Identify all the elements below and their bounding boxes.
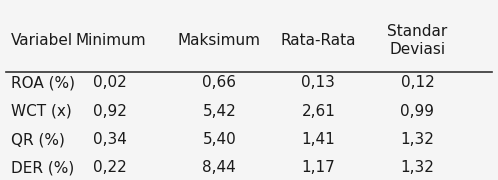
Text: Standar
Deviasi: Standar Deviasi bbox=[387, 24, 448, 57]
Text: 0,34: 0,34 bbox=[94, 132, 127, 147]
Text: 0,66: 0,66 bbox=[202, 75, 236, 90]
Text: Minimum: Minimum bbox=[75, 33, 145, 48]
Text: Rata-Rata: Rata-Rata bbox=[280, 33, 356, 48]
Text: 1,17: 1,17 bbox=[301, 161, 335, 176]
Text: 0,13: 0,13 bbox=[301, 75, 335, 90]
Text: QR (%): QR (%) bbox=[11, 132, 65, 147]
Text: 0,02: 0,02 bbox=[94, 75, 127, 90]
Text: Maksimum: Maksimum bbox=[178, 33, 261, 48]
Text: DER (%): DER (%) bbox=[11, 161, 75, 176]
Text: 2,61: 2,61 bbox=[301, 104, 335, 119]
Text: 5,42: 5,42 bbox=[202, 104, 236, 119]
Text: 0,92: 0,92 bbox=[94, 104, 127, 119]
Text: 5,40: 5,40 bbox=[202, 132, 236, 147]
Text: ROA (%): ROA (%) bbox=[11, 75, 75, 90]
Text: 0,22: 0,22 bbox=[94, 161, 127, 176]
Text: 1,41: 1,41 bbox=[301, 132, 335, 147]
Text: 8,44: 8,44 bbox=[202, 161, 236, 176]
Text: 0,12: 0,12 bbox=[400, 75, 434, 90]
Text: Variabel: Variabel bbox=[11, 33, 73, 48]
Text: 1,32: 1,32 bbox=[400, 132, 434, 147]
Text: 0,99: 0,99 bbox=[400, 104, 434, 119]
Text: WCT (x): WCT (x) bbox=[11, 104, 72, 119]
Text: 1,32: 1,32 bbox=[400, 161, 434, 176]
